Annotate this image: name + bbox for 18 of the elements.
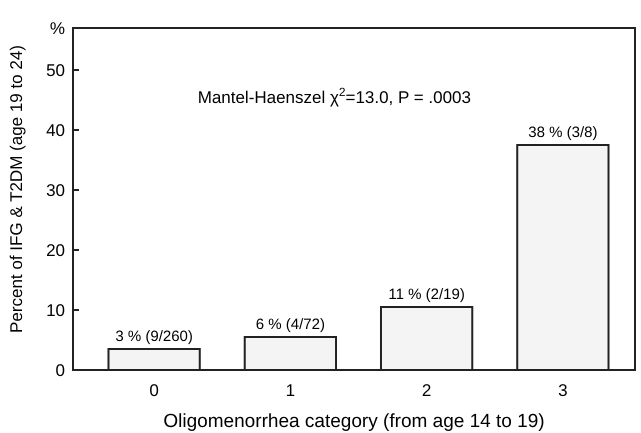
y-axis-title: Percent of IFG & T2DM (age 19 to 24) bbox=[7, 45, 26, 333]
x-tick-label: 0 bbox=[149, 381, 159, 400]
data-label: 38 % (3/8) bbox=[528, 124, 598, 141]
data-label: 3 % (9/260) bbox=[115, 328, 193, 345]
y-tick-label: 0 bbox=[56, 360, 65, 380]
y-tick-label: 40 bbox=[46, 120, 65, 140]
y-tick-label: 30 bbox=[46, 180, 65, 200]
data-label: 6 % (4/72) bbox=[256, 316, 325, 333]
y-tick-label: 50 bbox=[46, 60, 65, 80]
y-tick-label: % bbox=[50, 18, 65, 38]
x-axis-title: Oligomenorrhea category (from age 14 to 19) bbox=[163, 411, 545, 432]
x-tick-label: 3 bbox=[558, 381, 568, 400]
x-tick-label: 2 bbox=[422, 381, 432, 400]
data-label: 11 % (2/19) bbox=[388, 286, 465, 303]
x-tick-label: 1 bbox=[286, 381, 296, 400]
y-tick-label: 20 bbox=[46, 240, 65, 260]
annotation: Mantel-Haenszel χ$^{2}$=13.0, P = .0003 bbox=[198, 85, 471, 107]
y-tick-label: 10 bbox=[46, 300, 65, 320]
